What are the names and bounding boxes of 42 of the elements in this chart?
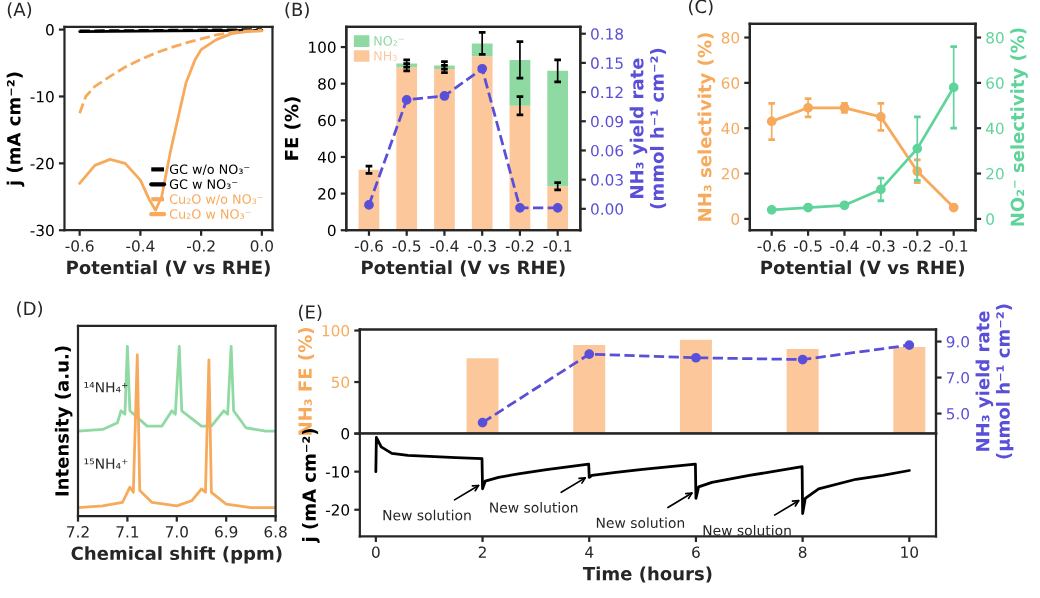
- chart-title: (B): [285, 2, 309, 19]
- bar: [396, 67, 418, 231]
- point: [691, 352, 701, 363]
- x-axis-title: Potential (V vs RHE): [362, 260, 565, 277]
- point: [477, 417, 488, 428]
- bar: [466, 358, 499, 434]
- point: [584, 349, 595, 360]
- chart-title: (E): [298, 304, 322, 321]
- y-axis-title: FE (%): [284, 97, 301, 160]
- bar: [509, 59, 531, 106]
- x-axis-title: Potential (V vs RHE): [67, 260, 270, 277]
- point: [439, 91, 450, 101]
- bar: [509, 105, 531, 231]
- x-axis-title: Potential (V vs RHE): [761, 260, 965, 277]
- point: [797, 354, 808, 365]
- point: [515, 202, 525, 213]
- chart-title: (A): [7, 2, 32, 19]
- y2-axis-title: NO₂⁻ selectivity (%): [1010, 28, 1028, 226]
- point: [948, 202, 959, 213]
- point: [904, 340, 915, 351]
- bar: [786, 349, 819, 434]
- y-axis-title: Intensity (a.u.): [54, 346, 73, 496]
- x-axis-title: Chemical shift (ppm): [71, 546, 282, 564]
- y-axis-title: j (mA cm⁻²): [6, 72, 25, 187]
- y2-axis-title: NH₃ yield rate (mmol h⁻¹ cm⁻²): [629, 48, 667, 209]
- bar: [434, 69, 455, 231]
- y-axis-title: NH₃ selectivity (%): [697, 33, 716, 221]
- x-axis-title: Time (hours): [582, 566, 712, 583]
- y2-axis-title: NH₃ yield rate (μmol h⁻¹ cm⁻²): [975, 304, 1014, 459]
- bar: [679, 339, 712, 434]
- point: [803, 202, 813, 213]
- bar: [573, 344, 606, 434]
- point: [839, 200, 850, 211]
- point: [477, 63, 488, 74]
- point: [401, 95, 412, 105]
- point: [364, 200, 374, 210]
- chart-title: (C): [688, 0, 713, 16]
- bar: [547, 70, 569, 187]
- point: [766, 204, 777, 215]
- bar: [893, 347, 926, 434]
- bar: [471, 56, 493, 231]
- chart-title: (D): [17, 301, 43, 318]
